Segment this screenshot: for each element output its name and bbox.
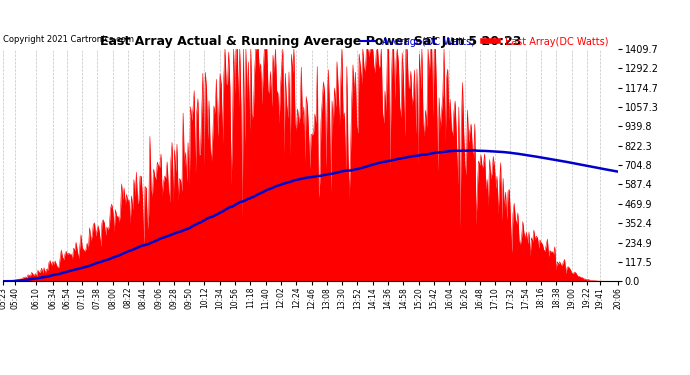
Legend: Average(DC Watts), East Array(DC Watts): Average(DC Watts), East Array(DC Watts) (356, 33, 613, 51)
Title: East Array Actual & Running Average Power Sat Jun 5 20:23: East Array Actual & Running Average Powe… (100, 34, 521, 48)
Text: Copyright 2021 Cartronics.com: Copyright 2021 Cartronics.com (3, 35, 135, 44)
